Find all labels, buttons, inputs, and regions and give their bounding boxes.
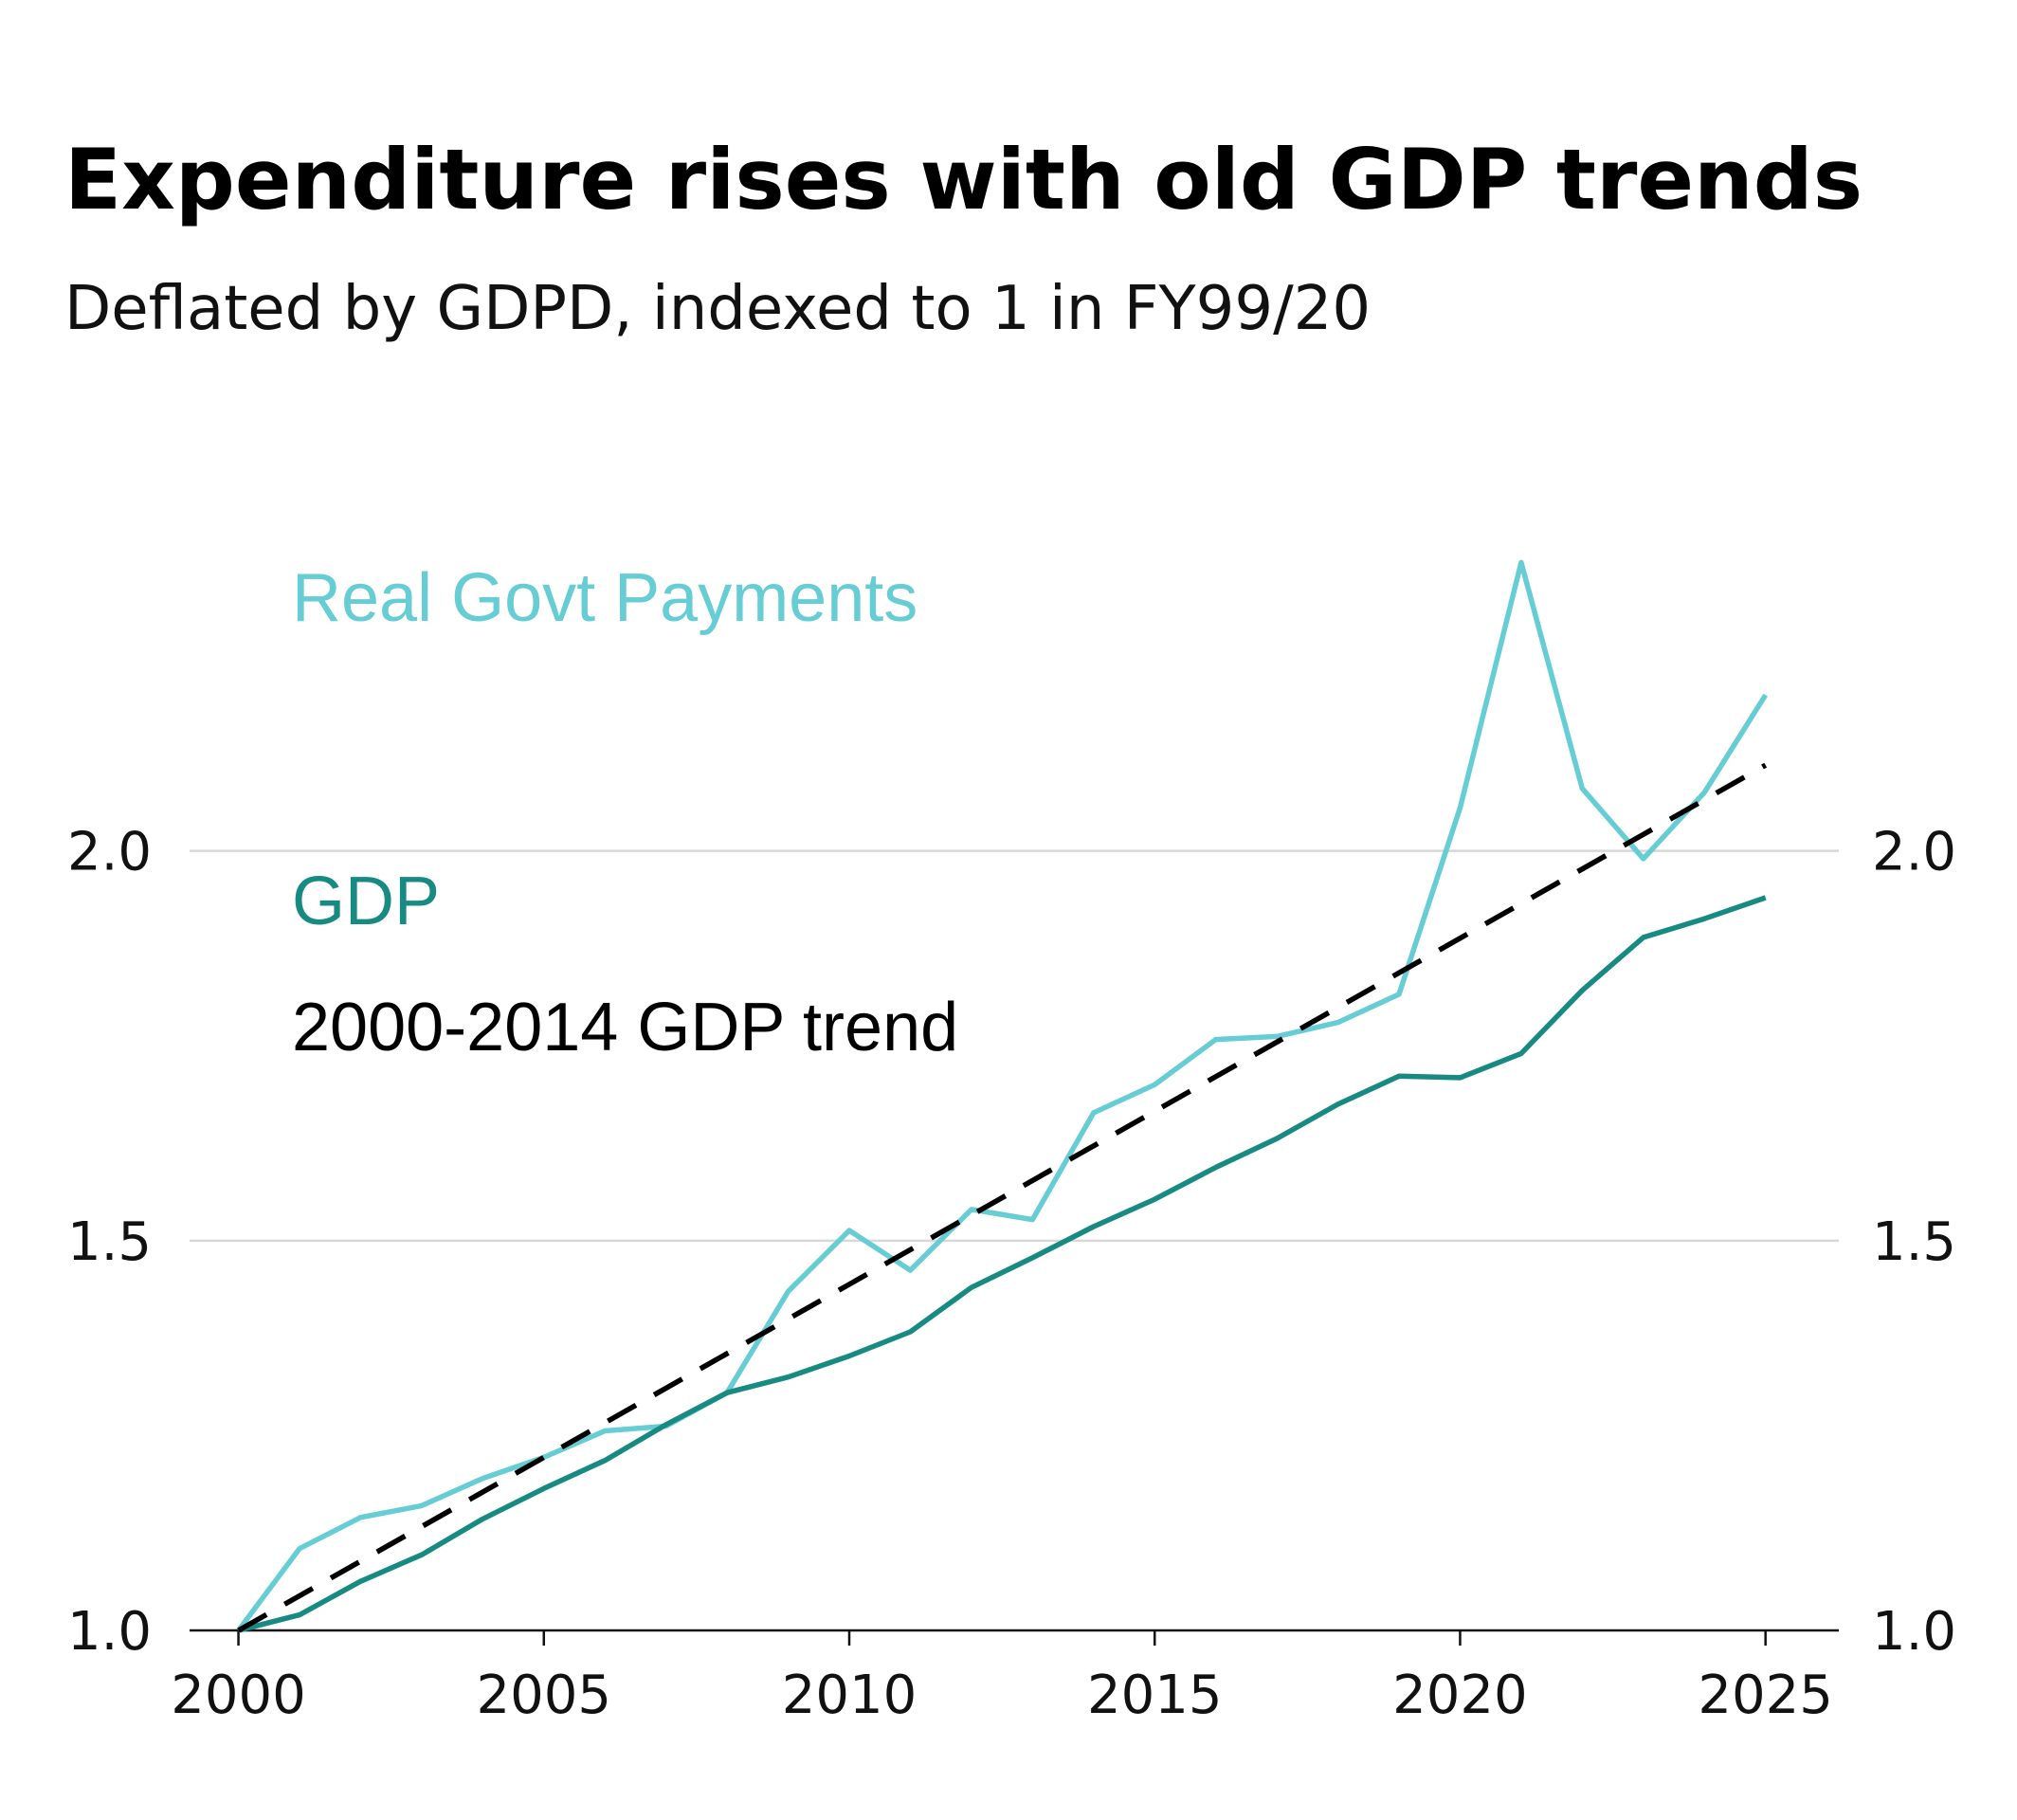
x-tick-label: 2000: [171, 1665, 306, 1726]
label-gdp-trend: 2000-2014 GDP trend: [292, 990, 958, 1065]
series-real-govt-payments: [236, 559, 1769, 1632]
chart-title: Expenditure rises with old GDP trends: [64, 131, 1863, 228]
series-gdp: [237, 895, 1767, 1633]
series-gdp-trend: [237, 762, 1768, 1633]
chart-subtitle: Deflated by GDPD, indexed to 1 in FY99/2…: [64, 274, 1371, 344]
label-real-govt-payments: Real Govt Payments: [292, 560, 918, 636]
series-lines: [236, 559, 1769, 1633]
y-tick-label-left: 1.5: [67, 1211, 152, 1273]
y-tick-label-left: 2.0: [67, 822, 152, 883]
y-tick-label-right: 2.0: [1872, 822, 1956, 883]
y-axis-left: 1.0 1.5 2.0: [67, 822, 152, 1663]
label-gdp: GDP: [292, 864, 440, 939]
x-tick-label: 2010: [782, 1665, 918, 1726]
x-tick-label: 2020: [1392, 1665, 1528, 1726]
gridlines: [190, 849, 1839, 1243]
y-tick-label-right: 1.0: [1872, 1601, 1956, 1663]
x-tick-label: 2015: [1087, 1665, 1223, 1726]
y-axis-right: 1.0 1.5 2.0: [1872, 822, 1956, 1663]
x-tick-label: 2025: [1698, 1665, 1833, 1726]
y-tick-label-right: 1.5: [1872, 1211, 1956, 1273]
x-axis: [190, 1629, 1839, 1646]
y-tick-label-left: 1.0: [67, 1601, 152, 1663]
x-tick-labels: 2000 2005 2010 2015 2020 2025: [171, 1665, 1833, 1726]
x-tick-label: 2005: [477, 1665, 612, 1726]
